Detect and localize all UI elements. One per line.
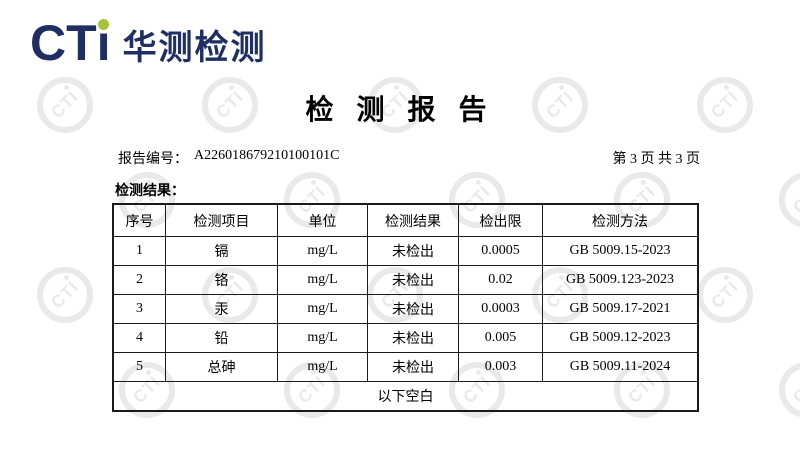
cti-watermark-icon: CTI [532,77,588,133]
table-cell: 3 [112,294,166,324]
table-cell: 2 [112,265,166,295]
table-cell: mg/L [277,294,368,324]
cti-watermark-icon: CTI [37,267,93,323]
green-dot-icon [98,19,109,30]
report-number-value: A226018679210100101C [194,148,340,163]
table-cell: GB 5009.12-2023 [542,323,699,353]
table-row: 5 总砷 mg/L 未检出 0.003 GB 5009.11-2024 [112,352,699,382]
table-cell: mg/L [277,352,368,382]
column-header: 序号 [112,203,166,237]
table-cell: 铬 [165,265,278,295]
report-number-label: 报告编号： [118,152,188,167]
table-cell: mg/L [277,323,368,353]
table-cell: mg/L [277,236,368,266]
table-cell: GB 5009.15-2023 [542,236,699,266]
column-header: 检测方法 [542,203,699,237]
column-header: 检出限 [458,203,543,237]
cti-watermark-icon: CTI [367,77,423,133]
table-cell: 4 [112,323,166,353]
results-table-wrap: 序号 检测项目 单位 检测结果 检出限 检测方法 1 镉 mg/L 未检出 0.0005 GB 50… [112,203,699,412]
cti-logo-text: CTı [30,18,111,68]
table-cell: GB 5009.17-2021 [542,294,699,324]
page-indicator: 第 3 页 共 3 页 [612,152,701,167]
table-cell: 0.0003 [458,294,543,324]
table-row: 3 汞 mg/L 未检出 0.0003 GB 5009.17-2021 [112,294,699,324]
report-number: 报告编号： A226018679210100101C [118,148,339,168]
company-logo: CTı 华测检测 [30,18,267,68]
cti-watermark-icon: CTI [779,172,800,228]
table-cell: GB 5009.11-2024 [542,352,699,382]
table-cell: 未检出 [367,265,459,295]
table-cell: 未检出 [367,323,459,353]
table-cell: 未检出 [367,352,459,382]
cti-logo-ct: CT [30,15,97,71]
table-cell: 铅 [165,323,278,353]
table-cell: 5 [112,352,166,382]
report-meta: 报告编号： A226018679210100101C 第 3 页 共 3 页 [118,148,700,168]
table-row: 1 镉 mg/L 未检出 0.0005 GB 5009.15-2023 [112,236,699,266]
table-cell: 未检出 [367,294,459,324]
table-cell: 汞 [165,294,278,324]
table-footer-row: 以下空白 [112,381,699,412]
table-footer-cell: 以下空白 [112,381,699,412]
table-cell: 未检出 [367,236,459,266]
column-header: 单位 [277,203,368,237]
table-cell: 镉 [165,236,278,266]
table-row: 2 铬 mg/L 未检出 0.02 GB 5009.123-2023 [112,265,699,295]
cti-watermark-icon: CTI [697,267,753,323]
table-row: 4 铅 mg/L 未检出 0.005 GB 5009.12-2023 [112,323,699,353]
cti-logo-i: ı [96,15,111,71]
table-cell: 0.005 [458,323,543,353]
cti-watermark-icon: CTI [779,362,800,418]
column-header: 检测项目 [165,203,278,237]
table-header-row: 序号 检测项目 单位 检测结果 检出限 检测方法 [112,203,699,237]
table-cell: 0.0005 [458,236,543,266]
results-table: 序号 检测项目 单位 检测结果 检出限 检测方法 1 镉 mg/L 未检出 0.0005 GB 50… [112,203,699,412]
cti-watermark-icon: CTI [202,77,258,133]
report-title: 检 测 报 告 [305,95,495,126]
table-cell: 总砷 [165,352,278,382]
column-header: 检测结果 [367,203,459,237]
cti-watermark-icon: CTI [697,77,753,133]
results-table-body: 1 镉 mg/L 未检出 0.0005 GB 5009.15-2023 2 铬 mg/L 未检出 0… [112,236,699,382]
cti-watermark-icon: CTI [37,77,93,133]
company-name-cn: 华测检测 [122,29,267,67]
table-cell: 0.02 [458,265,543,295]
table-cell: 0.003 [458,352,543,382]
results-section-label: 检测结果： [115,184,185,199]
table-cell: GB 5009.123-2023 [542,265,699,295]
table-cell: mg/L [277,265,368,295]
table-cell: 1 [112,236,166,266]
